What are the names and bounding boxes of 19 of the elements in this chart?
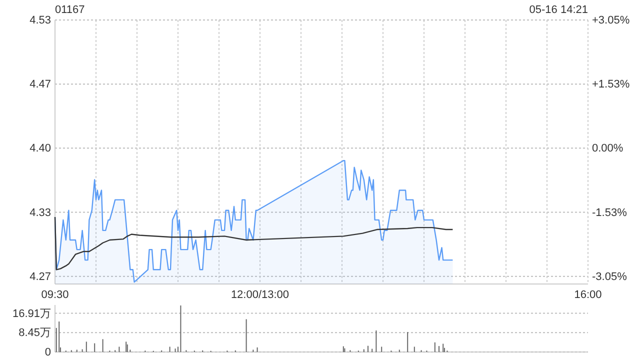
y-tick-label: 0 <box>44 346 51 359</box>
y-tick-label: 16.91万 <box>12 308 51 320</box>
y-tick-label: 4.33 <box>30 206 51 219</box>
y-tick-label: 4.40 <box>30 142 51 155</box>
x-tick-label: 09:30 <box>41 288 69 301</box>
y-tick-label: 4.27 <box>30 270 51 283</box>
y2-tick-label: +3.05% <box>592 14 630 27</box>
y-tick-label: 8.45万 <box>18 327 51 340</box>
x-tick-label: 12:00/13:00 <box>230 288 290 301</box>
y2-tick-label: 0.00% <box>592 142 624 155</box>
chart-title: 01167 <box>55 4 85 16</box>
y2-tick-label: +1.53% <box>592 78 630 90</box>
y-tick-label: 4.53 <box>30 14 51 27</box>
text: 05-16 14:21 <box>529 4 588 16</box>
y2-tick-label: -1.53% <box>592 207 628 220</box>
x-tick-label: 16:00 <box>574 288 602 301</box>
line-series <box>54 216 454 270</box>
y-tick-label: 4.47 <box>30 78 51 91</box>
y2-tick-label: -3.05% <box>592 270 628 283</box>
